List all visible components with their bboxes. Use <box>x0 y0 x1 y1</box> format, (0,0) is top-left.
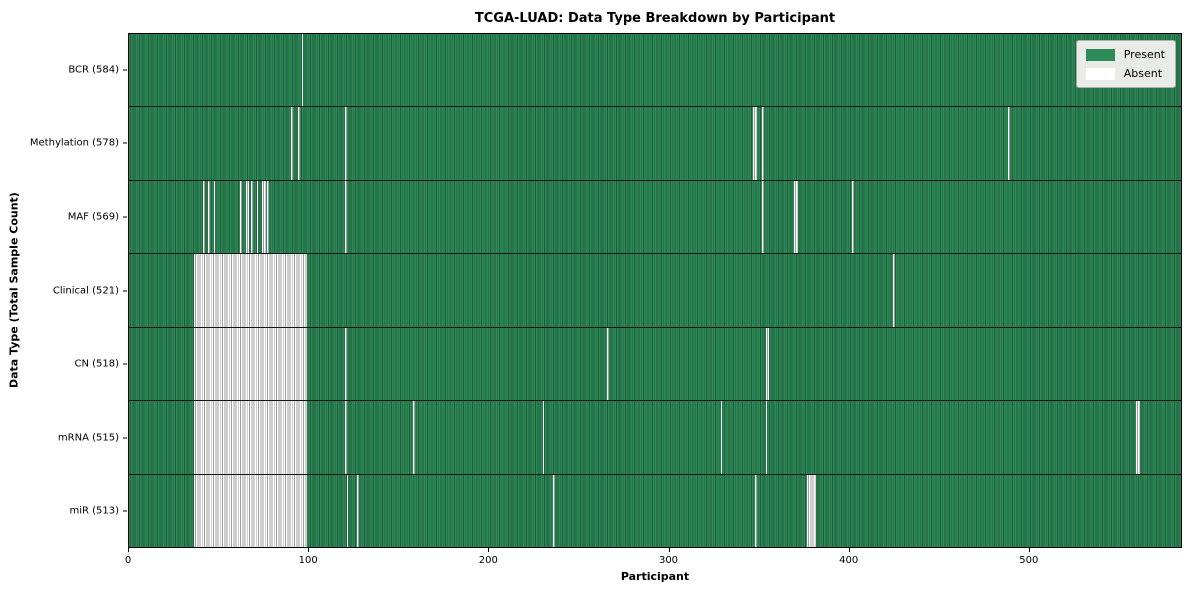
absent-segment <box>761 107 764 180</box>
absent-segment <box>413 401 415 474</box>
absent-segment <box>851 180 854 254</box>
x-axis-label: Participant <box>620 570 690 583</box>
x-tickmark <box>128 548 129 552</box>
y-tickmark <box>123 363 127 365</box>
absent-segment <box>344 327 347 401</box>
heatmap-plot-area <box>128 33 1182 548</box>
absent-segment <box>607 327 610 401</box>
plot-wrap: BCR (584) Methylation (578) MAF (569) Clini… <box>30 33 1182 566</box>
x-tickmark <box>488 548 490 552</box>
y-tickmark <box>123 510 127 512</box>
absent-segment <box>553 474 556 547</box>
y-tickmark <box>123 290 127 291</box>
x-tickmark <box>308 548 310 552</box>
legend: Present Absent <box>1075 40 1176 88</box>
y-axis-ticks: BCR (584) Methylation (578) MAF (569) Clini… <box>6 33 128 548</box>
absent-segment <box>251 180 254 254</box>
x-tick-label-200: 200 <box>478 555 498 566</box>
chart-title: TCGA-LUAD: Data Type Breakdown by Partic… <box>474 11 836 26</box>
x-tick-label-500: 500 <box>1019 555 1039 566</box>
absent-segment <box>754 474 757 547</box>
absent-segment <box>240 180 243 254</box>
absent-segment <box>765 327 770 401</box>
absent-segment <box>208 180 210 254</box>
y-tickmark <box>123 69 127 71</box>
y-tickmark <box>123 437 127 439</box>
heatmap-row-mir <box>129 474 1181 547</box>
x-tick-label-100: 100 <box>298 555 318 566</box>
legend-label: Present <box>1123 48 1165 61</box>
absent-segment <box>344 107 347 180</box>
absent-segment <box>344 401 347 474</box>
absent-segment <box>1136 401 1140 474</box>
x-tick-label-0: 0 <box>124 555 132 566</box>
absent-segment <box>267 180 270 254</box>
y-tick-label-mrna: mRNA (515) <box>57 432 119 444</box>
absent-segment <box>794 180 798 254</box>
absent-segment <box>301 34 304 107</box>
x-tickmark <box>668 548 670 552</box>
absent-segment <box>193 254 308 327</box>
legend-swatch-absent <box>1085 67 1115 80</box>
absent-segment <box>753 107 757 180</box>
heatmap-row-methylation <box>129 107 1181 181</box>
legend-label: Absent <box>1123 67 1163 80</box>
absent-segment <box>765 401 768 474</box>
y-tick-label-clinical: Clinical (521) <box>52 285 119 296</box>
absent-segment <box>193 327 308 401</box>
absent-segment <box>245 180 250 254</box>
absent-segment <box>761 180 764 254</box>
absent-segment <box>893 254 896 327</box>
x-tick-label-400: 400 <box>839 555 859 566</box>
y-tick-label-mir: miR (513) <box>69 505 119 517</box>
heatmap-row-bcr <box>129 34 1181 108</box>
legend-item-absent: Absent <box>1085 67 1165 80</box>
absent-segment <box>298 107 300 180</box>
absent-segment <box>542 401 545 474</box>
x-tickmark <box>848 548 850 552</box>
heatmap-row-clinical <box>129 254 1181 328</box>
legend-swatch-present <box>1085 48 1115 61</box>
y-tick-label-maf: MAF (569) <box>67 211 119 223</box>
heatmap-row-cn <box>129 327 1181 402</box>
heatmap-row-mrna <box>129 401 1181 475</box>
x-tickmark <box>1028 548 1030 552</box>
y-tickmark <box>123 142 127 144</box>
absent-segment <box>344 180 347 254</box>
absent-segment <box>1008 107 1011 180</box>
absent-segment <box>193 474 308 547</box>
legend-item-present: Present <box>1085 48 1165 61</box>
heatmap-row-maf <box>129 180 1181 255</box>
absent-segment <box>346 474 349 547</box>
y-tick-label-cn: CN (518) <box>74 358 119 370</box>
absent-segment <box>193 401 308 474</box>
absent-segment <box>256 180 259 254</box>
x-axis-ticks: 0 100 200 300 400 500 <box>124 548 1182 574</box>
absent-segment <box>202 180 205 254</box>
absent-segment <box>262 180 266 254</box>
y-tickmark <box>123 216 127 218</box>
absent-segment <box>720 401 723 474</box>
y-tick-label-bcr: BCR (584) <box>68 64 119 76</box>
absent-segment <box>357 474 360 547</box>
y-tick-label-methylation: Methylation (578) <box>29 137 119 149</box>
x-tick-label-300: 300 <box>658 555 679 566</box>
absent-segment <box>806 474 816 547</box>
absent-segment <box>290 107 293 180</box>
absent-segment <box>213 180 216 254</box>
